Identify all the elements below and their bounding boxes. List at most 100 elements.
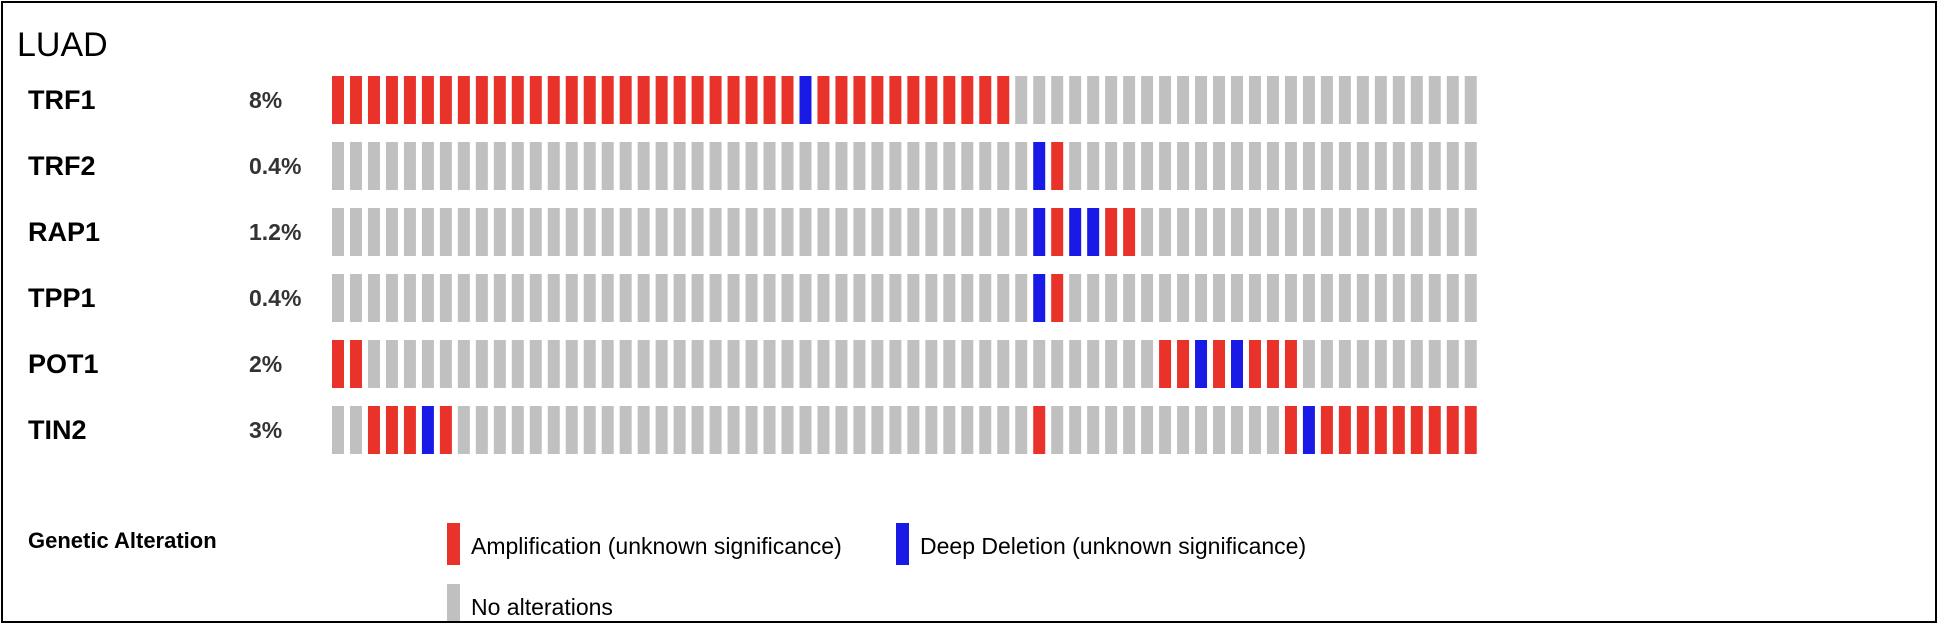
sample-cell xyxy=(1392,208,1405,256)
legend-swatch-none xyxy=(447,584,460,621)
sample-cell xyxy=(1141,76,1154,124)
sample-cell xyxy=(1177,208,1190,256)
sample-cell xyxy=(349,76,362,124)
sample-cell xyxy=(889,406,902,454)
legend-swatch-deep-deletion xyxy=(896,523,909,565)
sample-cell xyxy=(1428,208,1441,256)
sample-cell xyxy=(1446,406,1459,454)
sample-cell xyxy=(1195,208,1208,256)
sample-cell xyxy=(817,208,830,256)
alteration-percent: 3% xyxy=(249,417,282,443)
sample-cell xyxy=(1033,340,1046,388)
sample-cell xyxy=(1410,76,1423,124)
sample-cell xyxy=(1428,406,1441,454)
sample-cell xyxy=(817,274,830,322)
sample-cell xyxy=(1087,274,1100,322)
sample-cell xyxy=(1195,340,1208,388)
sample-cell xyxy=(745,76,758,124)
sample-cell xyxy=(367,274,380,322)
sample-cell xyxy=(1392,406,1405,454)
sample-cell xyxy=(1123,340,1136,388)
sample-cell xyxy=(889,208,902,256)
sample-cell xyxy=(1428,142,1441,190)
sample-cell xyxy=(781,406,794,454)
sample-cell xyxy=(961,142,974,190)
sample-cell xyxy=(439,406,452,454)
sample-cell xyxy=(1266,274,1279,322)
sample-cell xyxy=(529,340,542,388)
sample-cell xyxy=(1177,76,1190,124)
sample-cell xyxy=(943,142,956,190)
sample-cell xyxy=(1338,274,1351,322)
sample-cell xyxy=(979,340,992,388)
sample-cell xyxy=(943,340,956,388)
legend-label: No alterations xyxy=(471,594,613,620)
sample-cell xyxy=(673,340,686,388)
sample-cell xyxy=(529,142,542,190)
sample-cell xyxy=(1302,76,1315,124)
sample-cell xyxy=(439,142,452,190)
sample-cell xyxy=(385,208,398,256)
sample-cell xyxy=(385,76,398,124)
sample-cell xyxy=(727,274,740,322)
sample-cell xyxy=(1069,340,1082,388)
sample-cell xyxy=(493,142,506,190)
sample-cell xyxy=(583,76,596,124)
sample-cell xyxy=(781,76,794,124)
sample-cell xyxy=(889,76,902,124)
sample-cell xyxy=(781,274,794,322)
sample-cell xyxy=(1320,274,1333,322)
sample-cell xyxy=(1374,340,1387,388)
sample-cell xyxy=(565,142,578,190)
sample-cell xyxy=(817,340,830,388)
gene-label: TRF1 xyxy=(28,85,96,115)
sample-cell xyxy=(655,76,668,124)
sample-cell xyxy=(403,340,416,388)
alteration-percent: 0.4% xyxy=(249,285,301,311)
sample-cell xyxy=(439,208,452,256)
sample-cell xyxy=(1213,208,1226,256)
sample-cell xyxy=(907,274,920,322)
sample-cell xyxy=(493,76,506,124)
sample-cell xyxy=(1069,142,1082,190)
sample-cell xyxy=(1356,76,1369,124)
sample-cell xyxy=(403,76,416,124)
sample-cell xyxy=(817,76,830,124)
sample-cell xyxy=(1231,142,1243,190)
sample-cell xyxy=(619,274,632,322)
sample-cell xyxy=(925,142,938,190)
sample-cell xyxy=(673,142,686,190)
sample-cell xyxy=(457,274,470,322)
sample-cell xyxy=(583,208,596,256)
sample-cell xyxy=(1338,208,1351,256)
sample-cell xyxy=(637,340,650,388)
sample-cell xyxy=(1213,142,1226,190)
sample-cell xyxy=(547,274,560,322)
sample-cell xyxy=(853,76,866,124)
sample-cell xyxy=(511,340,524,388)
sample-cell xyxy=(889,274,902,322)
sample-cell xyxy=(332,142,344,190)
alteration-percent: 8% xyxy=(249,87,282,113)
sample-cell xyxy=(1410,406,1423,454)
chart-title: LUAD xyxy=(17,26,108,64)
sample-cell xyxy=(853,274,866,322)
sample-cell xyxy=(763,142,776,190)
sample-cell xyxy=(1213,274,1226,322)
sample-cell xyxy=(907,406,920,454)
sample-cell xyxy=(1266,340,1279,388)
sample-cell xyxy=(1464,406,1477,454)
sample-cell xyxy=(925,76,938,124)
sample-cell xyxy=(511,274,524,322)
sample-cell xyxy=(1338,406,1351,454)
sample-cell xyxy=(1446,208,1459,256)
sample-cell xyxy=(493,340,506,388)
sample-cell xyxy=(691,340,704,388)
sample-cell xyxy=(907,208,920,256)
sample-cell xyxy=(637,208,650,256)
alteration-percent: 1.2% xyxy=(249,219,301,245)
sample-cell xyxy=(1464,274,1477,322)
sample-cell xyxy=(727,340,740,388)
sample-cell xyxy=(1159,208,1172,256)
sample-cell xyxy=(745,274,758,322)
